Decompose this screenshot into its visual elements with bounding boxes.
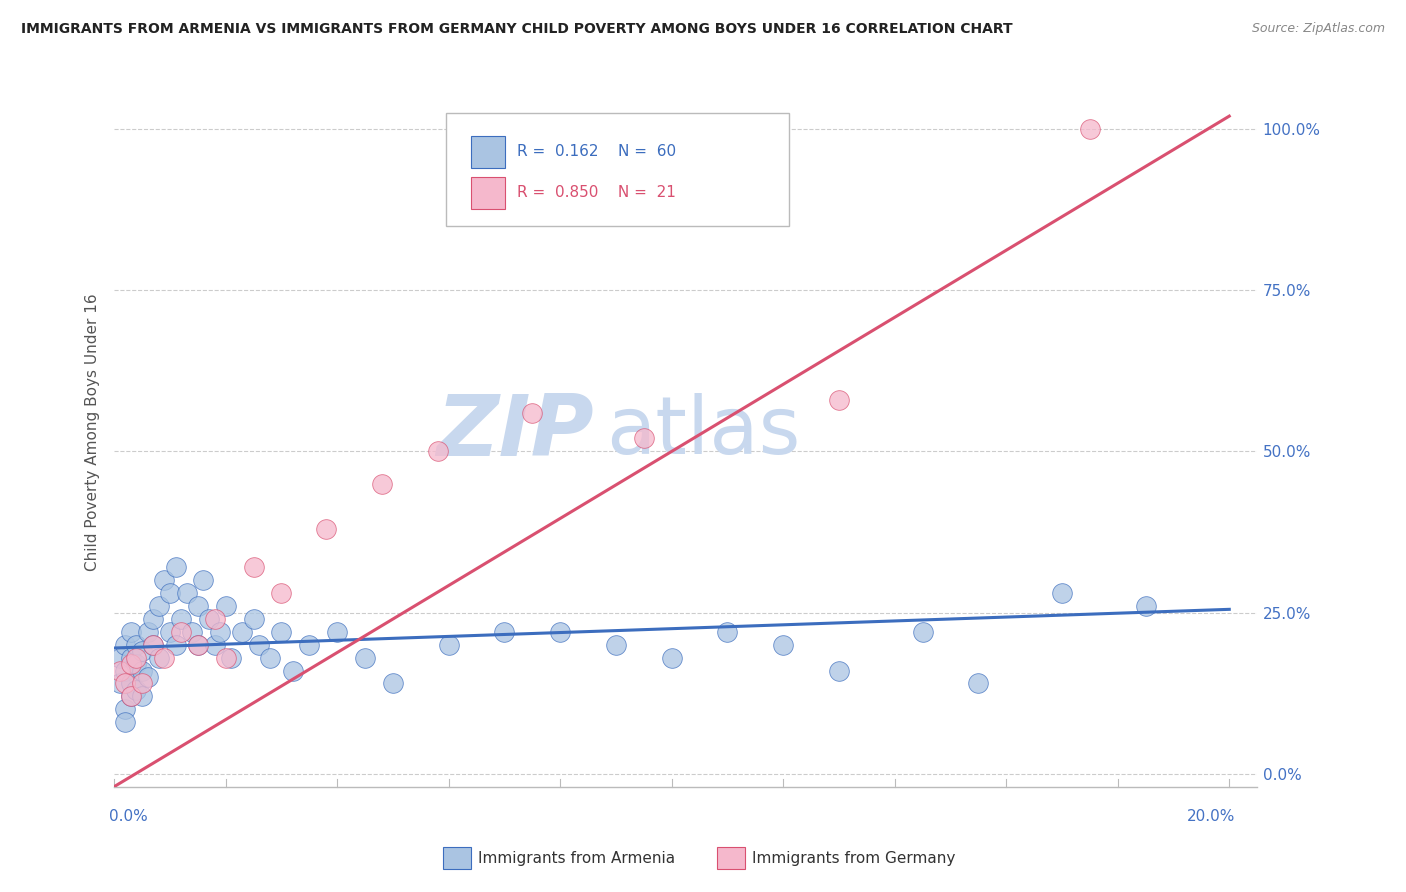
Point bbox=[125, 682, 148, 697]
Point bbox=[187, 638, 209, 652]
Point bbox=[120, 676, 142, 690]
Point bbox=[281, 664, 304, 678]
Text: 20.0%: 20.0% bbox=[1187, 809, 1234, 824]
Text: Immigrants from Armenia: Immigrants from Armenia bbox=[478, 851, 675, 865]
Point bbox=[215, 650, 238, 665]
Point bbox=[259, 650, 281, 665]
Point bbox=[198, 612, 221, 626]
Point bbox=[125, 650, 148, 665]
Point bbox=[120, 657, 142, 672]
Point bbox=[120, 624, 142, 639]
Point bbox=[114, 664, 136, 678]
Point bbox=[381, 676, 404, 690]
Point bbox=[153, 650, 176, 665]
Point bbox=[108, 664, 131, 678]
Point bbox=[633, 432, 655, 446]
Point bbox=[522, 406, 544, 420]
Point bbox=[176, 586, 198, 600]
Point bbox=[170, 624, 193, 639]
Point bbox=[354, 650, 377, 665]
Point bbox=[165, 560, 187, 574]
Text: R =  0.162    N =  60: R = 0.162 N = 60 bbox=[516, 145, 676, 160]
Point bbox=[148, 650, 170, 665]
Point bbox=[193, 574, 215, 588]
Point bbox=[326, 624, 349, 639]
Point bbox=[142, 638, 165, 652]
Point bbox=[131, 676, 153, 690]
Point bbox=[114, 638, 136, 652]
Point bbox=[270, 586, 292, 600]
Point bbox=[114, 702, 136, 716]
Point bbox=[136, 670, 159, 684]
Y-axis label: Child Poverty Among Boys Under 16: Child Poverty Among Boys Under 16 bbox=[86, 293, 100, 571]
Text: 0.0%: 0.0% bbox=[108, 809, 148, 824]
Point bbox=[108, 650, 131, 665]
Point bbox=[120, 690, 142, 704]
Point bbox=[125, 657, 148, 672]
Point bbox=[716, 624, 738, 639]
FancyBboxPatch shape bbox=[471, 177, 505, 209]
Point bbox=[125, 638, 148, 652]
Point bbox=[270, 624, 292, 639]
Point bbox=[437, 638, 460, 652]
Point bbox=[187, 599, 209, 613]
Point bbox=[142, 638, 165, 652]
Point bbox=[426, 444, 449, 458]
Point bbox=[605, 638, 627, 652]
Point bbox=[315, 522, 337, 536]
Text: Source: ZipAtlas.com: Source: ZipAtlas.com bbox=[1251, 22, 1385, 36]
Text: IMMIGRANTS FROM ARMENIA VS IMMIGRANTS FROM GERMANY CHILD POVERTY AMONG BOYS UNDE: IMMIGRANTS FROM ARMENIA VS IMMIGRANTS FR… bbox=[21, 22, 1012, 37]
Point bbox=[170, 612, 193, 626]
Point bbox=[247, 638, 270, 652]
Point bbox=[371, 476, 394, 491]
Point bbox=[967, 676, 990, 690]
Point bbox=[114, 676, 136, 690]
Point bbox=[219, 650, 242, 665]
Point bbox=[153, 574, 176, 588]
Point bbox=[242, 612, 264, 626]
Point bbox=[911, 624, 934, 639]
FancyBboxPatch shape bbox=[471, 136, 505, 169]
Point bbox=[114, 715, 136, 730]
Point bbox=[131, 644, 153, 658]
Point bbox=[1135, 599, 1157, 613]
Point bbox=[1050, 586, 1073, 600]
Point bbox=[1078, 122, 1101, 136]
Point bbox=[159, 586, 181, 600]
Point bbox=[181, 624, 204, 639]
Point bbox=[159, 624, 181, 639]
Point bbox=[136, 624, 159, 639]
Point bbox=[120, 650, 142, 665]
Point bbox=[231, 624, 253, 639]
Point bbox=[108, 676, 131, 690]
Point bbox=[165, 638, 187, 652]
Point bbox=[828, 392, 851, 407]
Point bbox=[187, 638, 209, 652]
Point bbox=[661, 650, 683, 665]
FancyBboxPatch shape bbox=[446, 113, 789, 227]
Point bbox=[209, 624, 232, 639]
Point bbox=[131, 690, 153, 704]
Point bbox=[772, 638, 794, 652]
Text: R =  0.850    N =  21: R = 0.850 N = 21 bbox=[516, 185, 675, 200]
Point bbox=[242, 560, 264, 574]
Text: ZIP: ZIP bbox=[437, 391, 595, 474]
Point bbox=[142, 612, 165, 626]
Point bbox=[494, 624, 516, 639]
Point bbox=[131, 664, 153, 678]
Point bbox=[204, 638, 226, 652]
Point bbox=[548, 624, 571, 639]
Point bbox=[828, 664, 851, 678]
Point bbox=[120, 690, 142, 704]
Point bbox=[215, 599, 238, 613]
Point bbox=[204, 612, 226, 626]
Text: Immigrants from Germany: Immigrants from Germany bbox=[752, 851, 956, 865]
Text: atlas: atlas bbox=[606, 393, 800, 471]
Point bbox=[298, 638, 321, 652]
Point bbox=[148, 599, 170, 613]
